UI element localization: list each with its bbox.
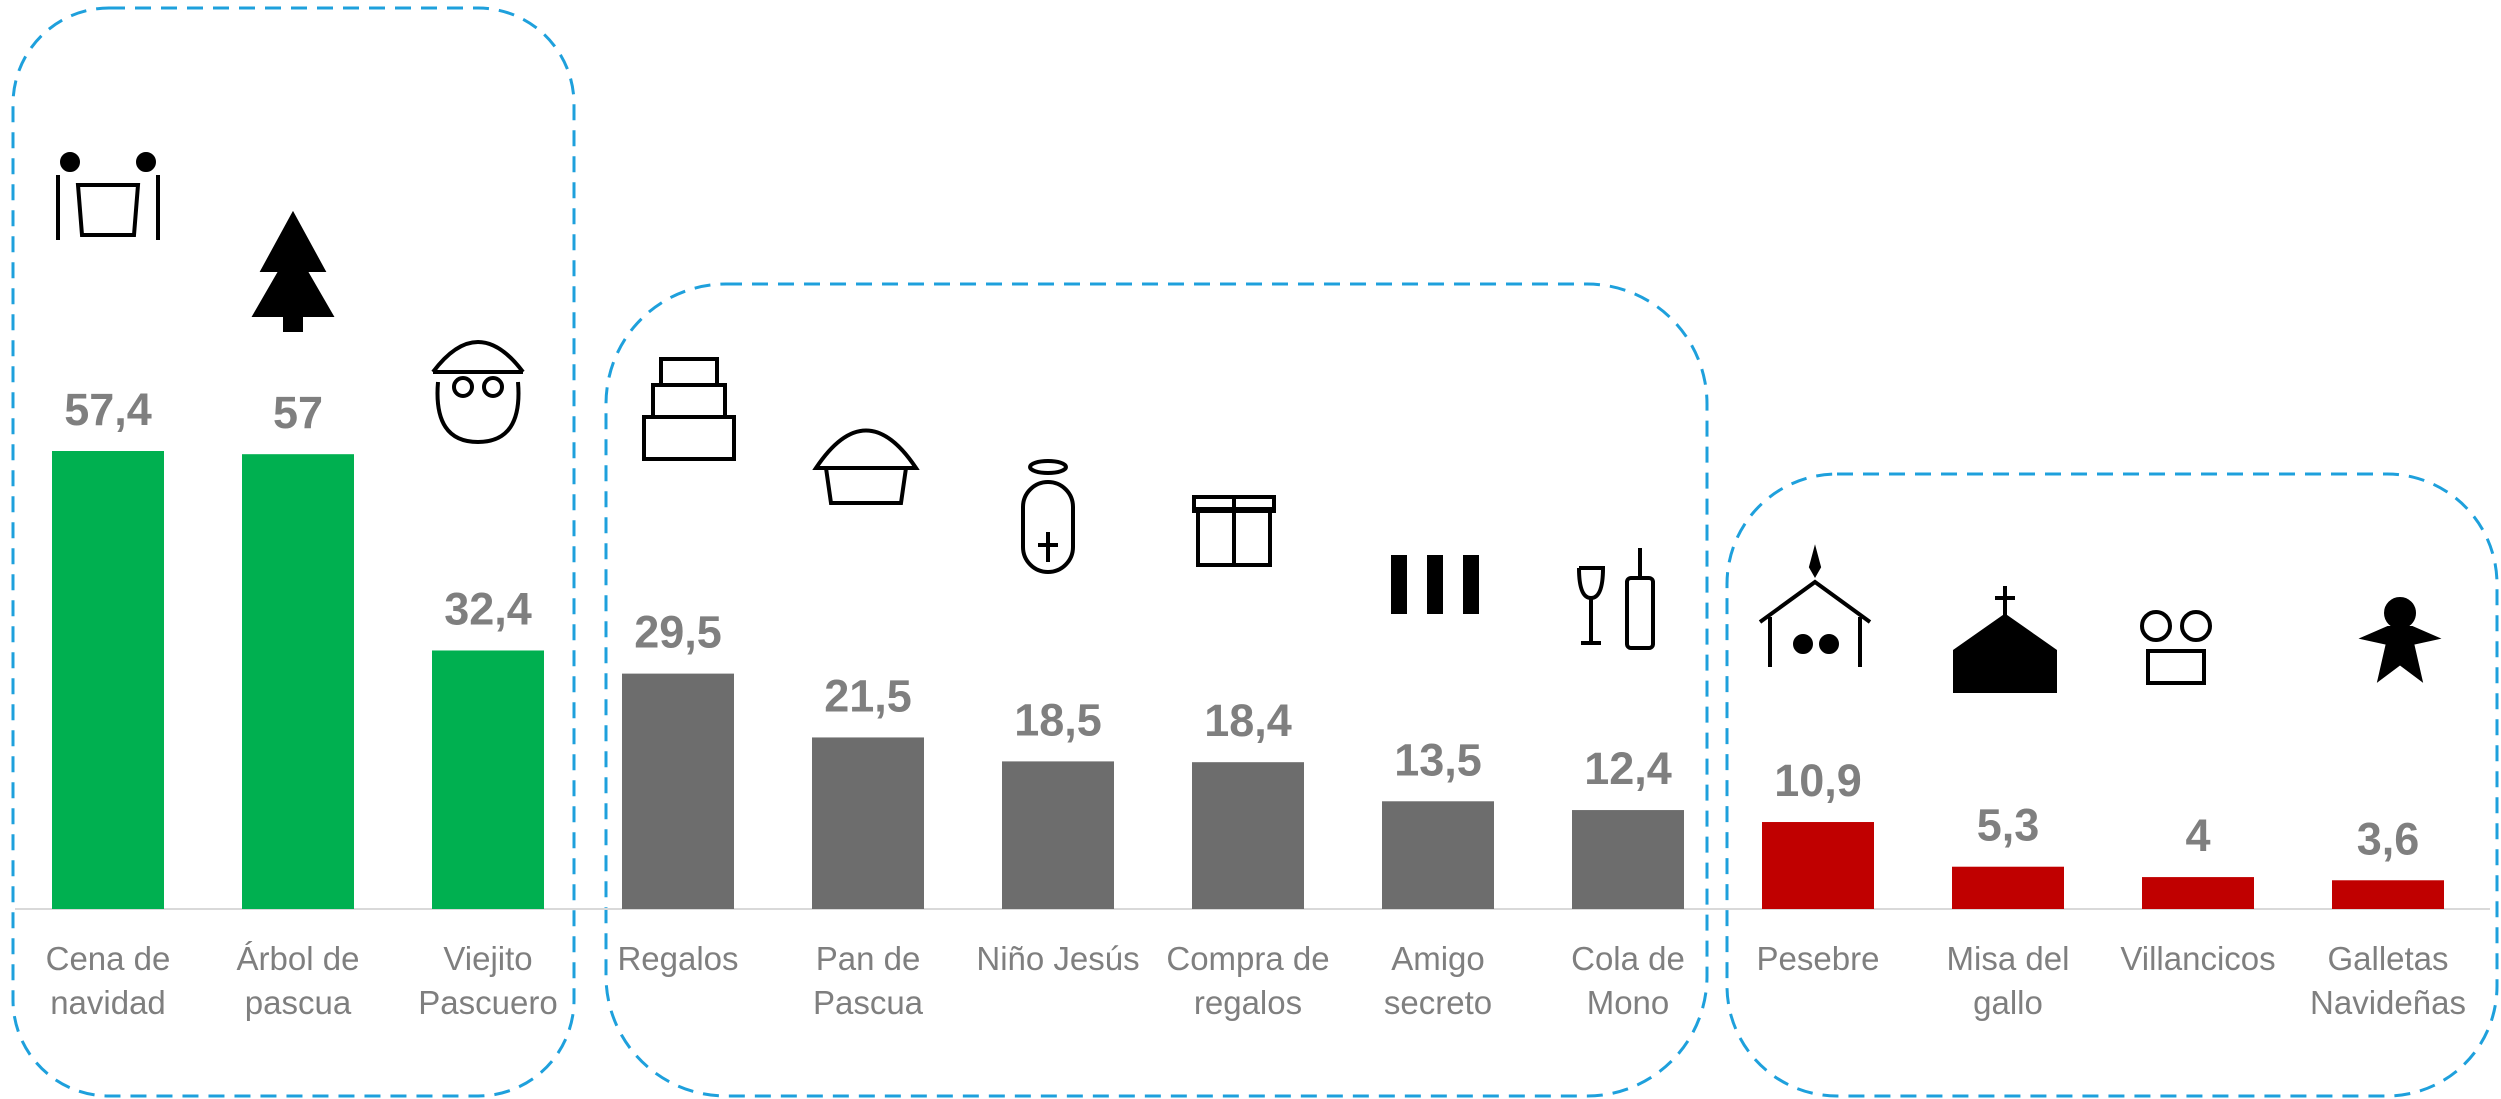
category-label: Árbol de pascua: [236, 940, 360, 1021]
value-label: 32,4: [444, 583, 532, 634]
bar: [812, 737, 924, 909]
bar: [1762, 822, 1874, 909]
icons: [56, 152, 2442, 693]
value-label: 21,5: [824, 670, 912, 721]
value-label: 10,9: [1774, 755, 1862, 806]
category-label: Cena de navidad: [45, 940, 171, 1021]
icon-gift: [1192, 495, 1276, 567]
icon-kings: [1391, 555, 1479, 614]
icon-gifts: [642, 357, 736, 461]
bar: [1382, 801, 1494, 909]
icon-dinner: [56, 152, 160, 240]
bar: [52, 451, 164, 909]
icon-nativity: [1758, 544, 1872, 667]
value-label: 29,5: [634, 607, 722, 658]
bar: [242, 454, 354, 909]
category-label: Regalos: [617, 940, 739, 977]
category-label: Amigo secreto: [1383, 940, 1493, 1021]
value-label: 13,5: [1394, 734, 1482, 785]
bar: [2332, 880, 2444, 909]
category-label: Pesebre: [1756, 940, 1880, 977]
icon-gingerbread: [2358, 597, 2442, 683]
category-label: Viejito Pascuero: [418, 940, 558, 1021]
bar: [2142, 877, 2254, 909]
value-label: 5,3: [1977, 800, 2040, 851]
category-label: Cola de Mono: [1571, 940, 1685, 1021]
icon-tree: [251, 210, 335, 332]
icon-carolers: [2140, 610, 2212, 685]
icon-baby: [1021, 459, 1075, 574]
bar: [1192, 762, 1304, 909]
value-label: 3,6: [2357, 813, 2420, 864]
value-label: 18,5: [1014, 694, 1102, 745]
bar: [1572, 810, 1684, 909]
bar: [432, 650, 544, 909]
group-frame: [11, 6, 576, 1098]
value-label: 57: [273, 387, 323, 438]
icon-santa: [431, 340, 525, 445]
category-label: Niño Jesús: [976, 940, 1140, 977]
icon-wine: [1577, 548, 1655, 650]
bar: [622, 673, 734, 909]
category-label: Villancicos: [2120, 940, 2276, 977]
category-label: Pan de Pascua: [812, 940, 924, 1021]
icon-pie: [812, 428, 920, 505]
icon-church: [1953, 586, 2057, 693]
group-frame: [1725, 472, 2499, 1098]
value-label: 4: [2185, 810, 2210, 861]
category-label: Compra de regalos: [1166, 940, 1330, 1021]
category-label: Galletas Navideñas: [2310, 940, 2466, 1021]
value-label: 57,4: [64, 384, 152, 435]
category-label: Misa del gallo: [1946, 940, 2070, 1021]
bar: [1002, 761, 1114, 909]
group-frame: [604, 282, 1709, 1098]
bar: [1952, 866, 2064, 909]
value-label: 18,4: [1204, 695, 1292, 746]
value-label: 12,4: [1584, 743, 1672, 794]
